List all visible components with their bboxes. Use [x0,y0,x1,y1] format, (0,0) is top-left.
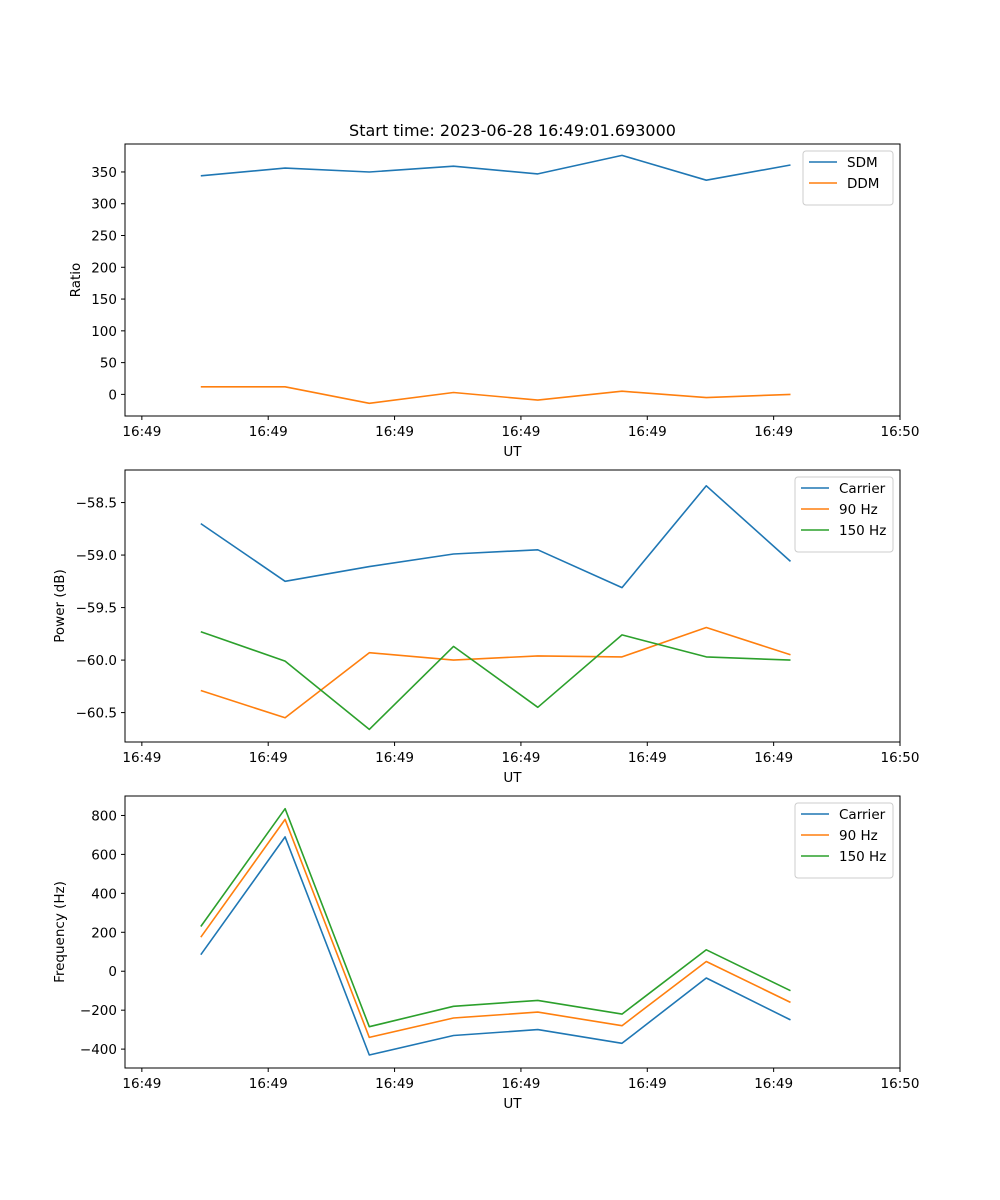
x-tick-label: 16:50 [881,424,920,440]
legend-label: DDM [847,176,879,192]
y-tick-label: 350 [91,165,117,181]
figure-title: Start time: 2023-06-28 16:49:01.693000 [349,121,676,140]
legend-label: Carrier [839,481,886,497]
y-tick-label: −59.0 [76,548,117,564]
x-tick-label: 16:49 [754,750,793,766]
y-axis-label: Ratio [68,263,84,298]
panels: 16:49 16:49 16:49 16:49 16:49 16:49 16:50 0 50 10… [52,143,920,1112]
chart-panel-1: 16:49 16:49 16:49 16:49 16:49 16:49 16:50 0 50 10… [68,143,920,460]
x-tick-label: 16:49 [501,424,540,440]
y-tick-label: −400 [80,1042,117,1058]
y-tick-label: 250 [91,229,117,245]
y-tick-label: 200 [91,925,117,941]
x-tick-label: 16:50 [881,750,920,766]
y-tick-label: 200 [91,260,117,276]
y-tick-label: 400 [91,886,117,902]
chart-panel-3: 16:49 16:49 16:49 16:49 16:49 16:49 16:50 −400 −… [52,795,920,1112]
series-line-150-hz [200,630,791,731]
series-line-carrier [200,484,792,589]
x-axis-label: UT [503,1096,522,1112]
y-tick-label: −58.5 [76,496,117,512]
y-tick-label: 150 [91,292,117,308]
x-tick-label: 16:49 [754,424,793,440]
x-tick-label: 16:49 [249,1076,288,1092]
x-tick-label: 16:49 [628,750,667,766]
x-tick-label: 16:49 [249,750,288,766]
y-tick-label: −60.0 [76,653,117,669]
x-tick-label: 16:49 [501,750,540,766]
series-line-150-hz [200,807,791,1028]
legend: SDM DDM [802,150,894,206]
legend-box [794,802,894,879]
x-tick-label: 16:49 [375,750,414,766]
x-axis-label: UT [503,770,522,786]
y-tick-label: 0 [108,387,117,403]
y-tick-label: −59.5 [76,601,117,617]
y-tick-label: 100 [91,324,117,340]
x-tick-label: 16:50 [881,1076,920,1092]
y-tick-label: −200 [80,1003,117,1019]
x-tick-label: 16:49 [628,424,667,440]
y-axis-label: Power (dB) [52,569,68,642]
y-tick-label: 0 [108,964,117,980]
x-tick-label: 16:49 [628,1076,667,1092]
x-tick-label: 16:49 [249,424,288,440]
series-line-ddm [200,385,791,405]
legend: Carrier 90 Hz 150 Hz [794,802,894,879]
y-tick-label: 600 [91,847,117,863]
legend-label: 90 Hz [839,502,878,518]
legend-box [802,150,894,206]
x-axis-label: UT [503,444,522,460]
x-tick-label: 16:49 [122,750,161,766]
y-tick-label: 300 [91,197,117,213]
x-tick-label: 16:49 [122,1076,161,1092]
x-tick-label: 16:49 [122,424,161,440]
chart-panel-2: 16:49 16:49 16:49 16:49 16:49 16:49 16:50 −60.5… [52,469,920,786]
legend-box [794,476,894,553]
x-tick-label: 16:49 [501,1076,540,1092]
series-line-90-hz [200,818,791,1039]
x-tick-label: 16:49 [375,1076,414,1092]
legend-label: 150 Hz [839,523,886,539]
series-line-sdm [200,154,791,181]
series-line-90-hz [200,626,791,719]
legend-label: 90 Hz [839,828,878,844]
y-axis-label: Frequency (Hz) [52,881,68,983]
plot-frame [124,143,901,417]
x-tick-label: 16:49 [375,424,414,440]
series-line-carrier [200,836,791,1056]
x-tick-label: 16:49 [754,1076,793,1092]
plot-frame [124,469,901,743]
y-tick-label: 50 [100,356,117,372]
y-tick-label: −60.5 [76,706,117,722]
legend-label: Carrier [839,807,886,823]
legend-label: 150 Hz [839,849,886,865]
legend-label: SDM [847,155,878,171]
legend: Carrier 90 Hz 150 Hz [794,476,894,553]
y-tick-label: 800 [91,808,117,824]
